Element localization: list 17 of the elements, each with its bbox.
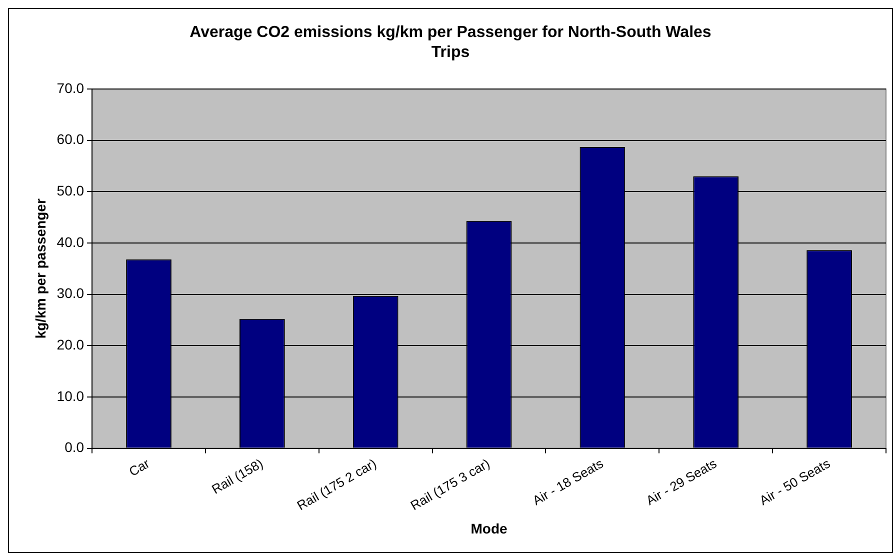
y-axis-title: kg/km per passenger [32, 198, 48, 339]
y-tick-label: 0.0 [64, 439, 84, 456]
y-tick-label: 30.0 [56, 285, 84, 302]
y-tick-label: 60.0 [56, 131, 84, 148]
y-tick-label: 10.0 [56, 388, 84, 404]
x-axis-title: Mode [470, 520, 508, 536]
x-tick-label: Air - 50 Seats [756, 455, 833, 508]
x-tick-label: Rail (175 3 car) [408, 456, 492, 514]
x-tick-label: Car [126, 455, 153, 480]
x-tick-label: Rail (175 2 car) [294, 456, 379, 514]
x-tick-label: Air - 29 Seats [643, 455, 720, 508]
y-tick-label: 50.0 [56, 182, 84, 199]
x-tick-label: Air - 18 Seats [530, 455, 606, 508]
y-tick-label: 70.0 [56, 80, 84, 96]
y-tick-label: 40.0 [56, 234, 84, 250]
chart-title: Average CO2 emissions kg/km per Passenger for North-South Wales Trips [188, 23, 712, 63]
y-tick-label: 20.0 [56, 336, 84, 352]
